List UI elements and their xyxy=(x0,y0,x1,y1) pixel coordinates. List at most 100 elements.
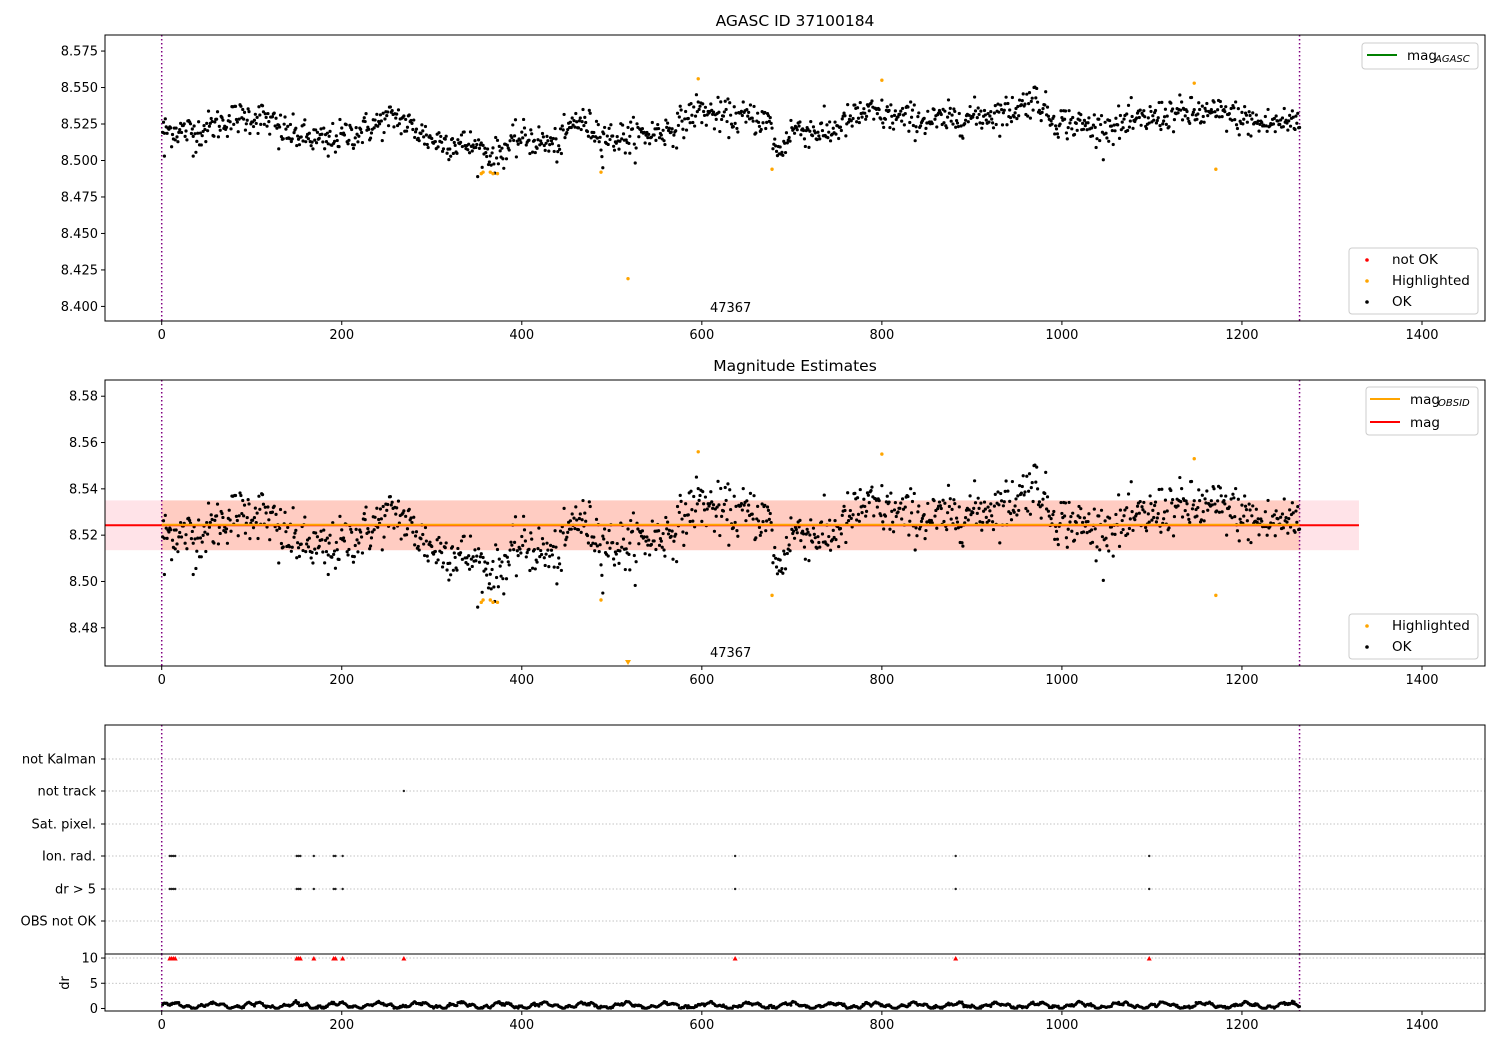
ok-point xyxy=(462,534,466,538)
ok-point xyxy=(620,137,624,141)
ok-point xyxy=(299,542,303,546)
ok-point xyxy=(662,548,666,552)
ok-point xyxy=(684,109,688,114)
legend-label-highlighted: Highlighted xyxy=(1392,273,1470,289)
ok-point xyxy=(805,527,809,531)
ok-point xyxy=(999,108,1004,112)
ok-point xyxy=(537,526,541,530)
ok-point xyxy=(701,489,705,494)
ok-point xyxy=(367,127,371,131)
ok-point xyxy=(216,542,221,546)
ok-point xyxy=(846,120,851,124)
ok-point xyxy=(475,554,479,558)
ok-point xyxy=(993,103,997,108)
ok-point xyxy=(509,540,513,544)
ok-point xyxy=(1225,533,1229,537)
ok-point xyxy=(284,530,288,534)
ok-point xyxy=(780,566,784,571)
ok-point xyxy=(1180,515,1185,519)
ok-point xyxy=(260,104,265,108)
ok-point xyxy=(1161,122,1165,126)
ok-point xyxy=(325,131,329,135)
ok-point xyxy=(723,99,727,103)
ok-point xyxy=(977,112,981,117)
ok-point xyxy=(445,151,449,155)
ok-point xyxy=(1117,104,1121,108)
ok-point xyxy=(1212,487,1216,491)
ok-point xyxy=(1001,111,1005,115)
ok-point xyxy=(258,113,262,117)
ok-point xyxy=(299,135,303,139)
ok-point xyxy=(495,547,500,552)
ok-point xyxy=(548,136,553,140)
ok-point xyxy=(409,516,413,520)
ok-point xyxy=(379,517,383,521)
ok-point xyxy=(305,542,309,546)
ok-point xyxy=(1064,131,1069,135)
ok-point xyxy=(820,532,825,536)
ok-point xyxy=(476,605,480,609)
x-tick-label: 1400 xyxy=(1405,1018,1438,1033)
ok-point xyxy=(600,573,604,577)
ok-point xyxy=(999,499,1004,503)
ok-point xyxy=(882,527,886,531)
ok-point xyxy=(978,121,982,125)
ok-point xyxy=(618,139,622,143)
ok-point xyxy=(955,121,960,125)
ok-point xyxy=(769,520,773,525)
ok-point xyxy=(247,110,251,114)
ok-point xyxy=(1135,116,1139,120)
ok-point xyxy=(566,530,570,534)
ok-point xyxy=(283,115,287,119)
ok-point xyxy=(194,566,198,571)
ok-point xyxy=(1067,500,1071,505)
ok-point xyxy=(757,525,762,530)
ok-point xyxy=(568,120,573,124)
ok-point xyxy=(674,532,678,536)
ok-point xyxy=(1013,504,1017,508)
ok-point xyxy=(491,146,495,150)
ok-point xyxy=(889,103,893,107)
ok-point xyxy=(769,121,773,125)
ok-point xyxy=(242,117,246,121)
legend-status: not OK Highlighted OK xyxy=(1348,247,1479,315)
ok-point xyxy=(243,531,248,535)
ok-point xyxy=(1090,528,1094,532)
ok-point xyxy=(900,119,904,123)
ok-point xyxy=(383,514,387,518)
ok-point xyxy=(857,519,861,523)
ok-point xyxy=(304,140,308,144)
ok-point xyxy=(1126,492,1131,496)
ok-point xyxy=(1219,494,1223,498)
ok-point xyxy=(734,111,738,115)
ok-point xyxy=(1162,510,1167,514)
ok-point xyxy=(733,121,737,125)
ok-point xyxy=(960,541,964,545)
ok-point xyxy=(326,572,330,577)
ok-point xyxy=(739,501,744,506)
ok-point xyxy=(987,518,991,523)
ok-point xyxy=(281,545,285,549)
ok-point xyxy=(602,132,606,136)
ok-point xyxy=(946,483,951,487)
ok-point xyxy=(404,129,409,133)
ok-point xyxy=(376,525,380,529)
ok-point xyxy=(855,120,859,124)
ok-point xyxy=(563,543,567,547)
ok-point xyxy=(617,147,621,151)
highlighted-point xyxy=(880,78,884,82)
ok-point xyxy=(162,572,167,577)
ok-point xyxy=(678,104,682,108)
ok-point xyxy=(546,139,550,143)
ok-point xyxy=(241,107,245,112)
ok-point xyxy=(353,136,357,140)
ok-point xyxy=(551,544,555,549)
ok-point xyxy=(902,123,906,127)
ok-point xyxy=(1272,513,1276,517)
ok-point xyxy=(453,143,457,147)
ok-point xyxy=(720,117,724,122)
ok-point xyxy=(1012,510,1016,514)
ok-point xyxy=(838,125,843,129)
ok-point xyxy=(351,560,356,564)
ok-point xyxy=(373,515,377,519)
